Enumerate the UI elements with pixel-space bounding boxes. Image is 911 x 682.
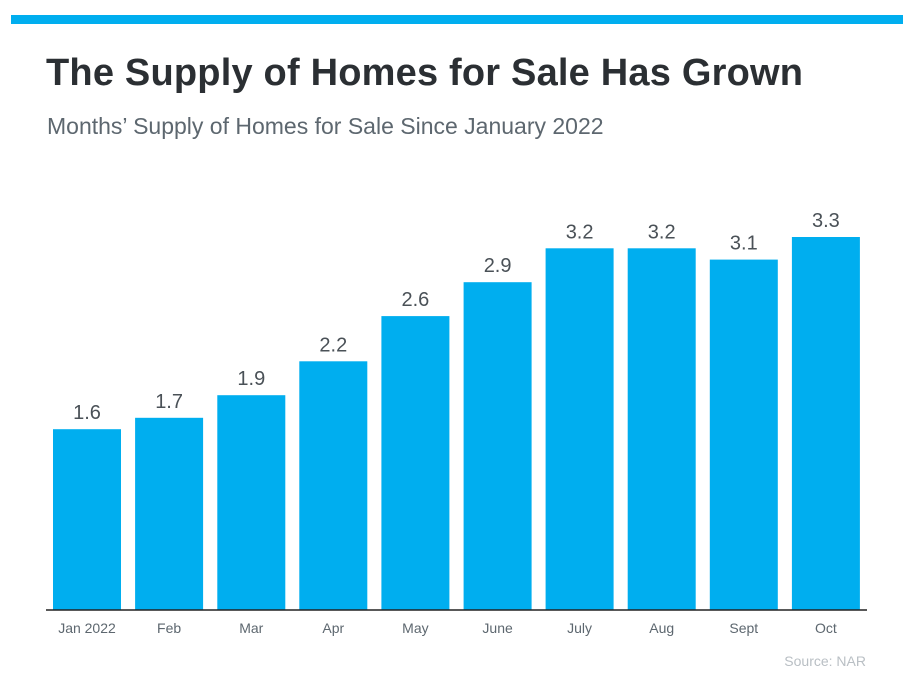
bar-7 bbox=[627, 248, 696, 611]
value-labels-group: 1.6 1.7 1.9 2.2 2.6 2.9 3.2 3.2 3.1 3.3 bbox=[73, 210, 840, 424]
value-label-4: 2.6 bbox=[401, 289, 429, 311]
value-label-6: 3.2 bbox=[566, 221, 594, 243]
x-tick-label-1: Feb bbox=[157, 620, 181, 636]
x-tick-label-2: Mar bbox=[239, 620, 263, 636]
bar-4 bbox=[381, 316, 450, 610]
x-tick-labels-group: Jan 2022 Feb Mar Apr May June July Aug Sept Oct bbox=[58, 620, 837, 636]
bars-group bbox=[53, 237, 860, 611]
value-label-8: 3.1 bbox=[730, 233, 758, 255]
x-tick-label-3: Apr bbox=[322, 620, 344, 636]
bar-3 bbox=[299, 361, 368, 610]
x-tick-label-4: May bbox=[402, 620, 428, 636]
chart-subtitle: Months’ Supply of Homes for Sale Since J… bbox=[47, 113, 604, 139]
x-tick-label-9: Oct bbox=[815, 620, 837, 636]
bar-2 bbox=[217, 395, 286, 610]
source-note: Source: NAR bbox=[784, 653, 866, 669]
bar-0 bbox=[53, 429, 121, 610]
value-label-1: 1.7 bbox=[155, 391, 183, 413]
x-tick-label-6: July bbox=[567, 620, 592, 636]
bar-1 bbox=[135, 417, 204, 610]
accent-bar bbox=[11, 15, 903, 24]
x-tick-label-5: June bbox=[482, 620, 513, 636]
x-tick-label-8: Sept bbox=[729, 620, 758, 636]
value-label-5: 2.9 bbox=[484, 255, 512, 277]
chart-title: The Supply of Homes for Sale Has Grown bbox=[46, 52, 804, 94]
x-tick-label-0: Jan 2022 bbox=[58, 620, 116, 636]
value-label-3: 2.2 bbox=[319, 334, 347, 356]
value-label-9: 3.3 bbox=[812, 210, 840, 232]
bar-5 bbox=[463, 282, 532, 610]
value-label-2: 1.9 bbox=[237, 368, 265, 390]
value-label-7: 3.2 bbox=[648, 221, 676, 243]
value-label-0: 1.6 bbox=[73, 402, 101, 424]
x-tick-label-7: Aug bbox=[649, 620, 674, 636]
bar-6 bbox=[545, 248, 614, 611]
bar-9 bbox=[791, 237, 860, 610]
bar-8 bbox=[709, 259, 778, 610]
